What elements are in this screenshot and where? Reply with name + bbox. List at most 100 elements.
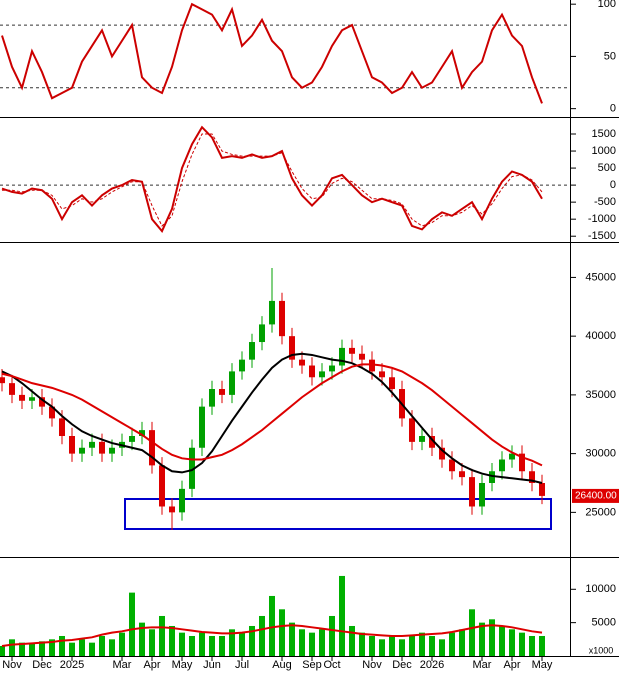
x-tick-label: Nov — [362, 659, 382, 671]
candle-body — [529, 471, 535, 483]
candle-body — [449, 459, 455, 472]
candle-body — [339, 347, 345, 366]
candle-body — [39, 397, 45, 407]
x-tick-label: 2025 — [60, 659, 84, 671]
volume-bar — [229, 629, 235, 656]
candle-body — [379, 371, 385, 378]
volume-bar — [409, 635, 415, 656]
candle-body — [389, 377, 395, 390]
y-tick-label: 0 — [610, 103, 616, 115]
volume-bar — [39, 641, 45, 656]
series-line — [1, 624, 543, 647]
candle-body — [359, 353, 365, 360]
y-tick-label: 1500 — [592, 128, 616, 140]
volume-bar — [309, 632, 315, 656]
volume-bar — [289, 622, 295, 656]
candle-body — [209, 389, 215, 407]
candle-body — [439, 447, 445, 460]
y-tick-label: 0 — [610, 179, 616, 191]
volume-bar — [249, 625, 255, 656]
volume-bar — [319, 629, 325, 656]
candle-body — [29, 397, 35, 401]
volume-bar — [0, 645, 5, 656]
y-tick-label: -1500 — [588, 230, 616, 242]
x-tick-label: May — [532, 659, 553, 671]
volume-bar — [389, 635, 395, 656]
candle-body — [9, 383, 15, 395]
candle-body — [169, 506, 175, 513]
candle-body — [239, 359, 245, 372]
candle-body — [509, 453, 515, 460]
candle-body — [419, 436, 425, 442]
y-tick-label: 45000 — [585, 271, 616, 283]
volume-bar — [259, 615, 265, 656]
candle-body — [219, 389, 225, 395]
x-tick-label: Apr — [143, 659, 160, 671]
candle-body — [19, 394, 25, 401]
candle-body — [159, 465, 165, 507]
candle-body — [269, 300, 275, 325]
volume-bar — [119, 632, 125, 656]
volume-bar — [209, 635, 215, 656]
volume-bar — [329, 615, 335, 656]
volume-bar — [9, 639, 15, 656]
volume-bar — [429, 635, 435, 656]
volume-bar — [349, 625, 355, 656]
volume-bar — [79, 639, 85, 656]
y-tick-label: 30000 — [585, 448, 616, 460]
volume-bar — [279, 609, 285, 656]
volume-bar — [369, 635, 375, 656]
volume-bar — [419, 632, 425, 656]
volume-bar — [529, 635, 535, 656]
y-tick-label: 50 — [604, 50, 616, 62]
candle-body — [199, 406, 205, 448]
volume-bar — [339, 575, 345, 656]
volume-bar — [59, 635, 65, 656]
x-tick-label: Jun — [203, 659, 221, 671]
y-tick-label: 5000 — [592, 617, 616, 629]
candle-body — [249, 342, 255, 360]
x-tick-label: Nov — [2, 659, 22, 671]
frame — [0, 0, 619, 657]
candle-body — [109, 447, 115, 454]
y-tick-label: -500 — [594, 196, 616, 208]
last-price-label: 26400.00 — [575, 491, 617, 502]
candle-body — [459, 471, 465, 478]
y-tick-label: 500 — [598, 162, 616, 174]
candle-body — [59, 418, 65, 437]
candle-body — [289, 336, 295, 360]
volume-bar — [239, 632, 245, 656]
candle-body — [489, 471, 495, 483]
candle-body — [539, 482, 545, 496]
volume-bar — [19, 642, 25, 656]
volume-bar — [29, 643, 35, 656]
volume-bar — [179, 632, 185, 656]
candle-body — [499, 459, 505, 472]
volume-bar — [439, 639, 445, 656]
volume-bar — [449, 632, 455, 656]
candle-body — [259, 324, 265, 343]
x-tick-label: Mar — [113, 659, 132, 671]
candle-body — [0, 377, 5, 384]
y-tick-label: 40000 — [585, 330, 616, 342]
candle-body — [299, 359, 305, 366]
volume-bar — [129, 592, 135, 656]
unit-label: x1000 — [589, 645, 614, 655]
candle-body — [409, 418, 415, 442]
series-line — [1, 363, 543, 467]
candle-body — [479, 482, 485, 507]
x-tick-label: Aug — [272, 659, 292, 671]
candle-body — [349, 347, 355, 354]
series-line — [1, 2, 543, 104]
support-zone — [124, 498, 552, 530]
x-tick-label: Sep — [302, 659, 322, 671]
x-tick-label: 2026 — [420, 659, 444, 671]
x-tick-label: Mar — [473, 659, 492, 671]
volume-bar — [99, 635, 105, 656]
volume-bar — [359, 632, 365, 656]
candle-body — [369, 359, 375, 372]
candle-body — [139, 430, 145, 437]
volume-bar — [489, 619, 495, 656]
